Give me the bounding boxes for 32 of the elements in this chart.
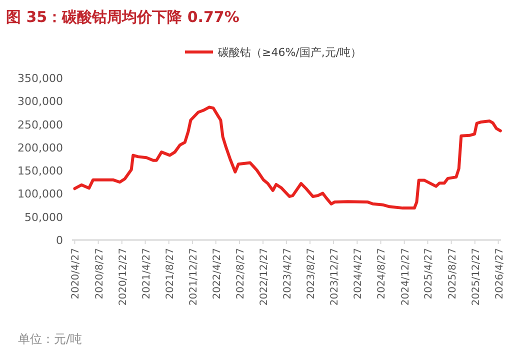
x-tick-label: 2025/12/27	[470, 248, 482, 306]
x-tick-label: 2020/12/27	[118, 248, 129, 306]
x-tick-label: 2021/12/27	[188, 248, 200, 306]
legend: 碳酸钴（≥46%/国产,元/吨）	[185, 46, 362, 59]
x-tick-label: 2021/8/27	[164, 248, 176, 300]
x-tick-label: 2022/12/27	[259, 248, 270, 306]
legend-label: 碳酸钴（≥46%/国产,元/吨）	[217, 46, 362, 59]
line-series	[73, 106, 502, 210]
x-tick-label: 2026/4/27	[494, 248, 506, 300]
x-tick-label: 2023/12/27	[330, 248, 341, 306]
x-tick-label: 2024/4/27	[353, 248, 364, 300]
y-tick-label: 250,000	[18, 118, 63, 132]
x-tick-label: 2022/4/27	[212, 248, 223, 300]
y-tick-label: 350,000	[18, 72, 63, 85]
x-tick-label: 2025/8/27	[447, 248, 458, 300]
x-tick-label: 2022/8/27	[235, 248, 246, 300]
y-tick-label: 50,000	[24, 210, 63, 224]
x-tick-label: 2024/8/27	[376, 248, 388, 300]
x-tick-label: 2025/4/27	[424, 248, 435, 300]
y-tick-label: 300,000	[18, 95, 63, 108]
x-tick-label: 2023/8/27	[306, 248, 317, 300]
y-tick-label: 0	[56, 234, 63, 247]
text: 单位：元/吨	[18, 332, 82, 346]
y-tick-label: 100,000	[18, 188, 63, 201]
x-tick-label: 2023/4/27	[282, 248, 294, 300]
x-tick-label: 2021/4/27	[141, 248, 152, 300]
x-tick-label: 2020/8/27	[94, 248, 106, 300]
y-tick-label: 150,000	[18, 164, 63, 178]
chart-title: 图 35：碳酸钴周均价下降 0.77%	[6, 8, 240, 26]
y-tick-label: 200,000	[18, 141, 63, 154]
x-tick-label: 2020/4/27	[70, 248, 82, 300]
x-tick-label: 2024/12/27	[400, 248, 412, 306]
